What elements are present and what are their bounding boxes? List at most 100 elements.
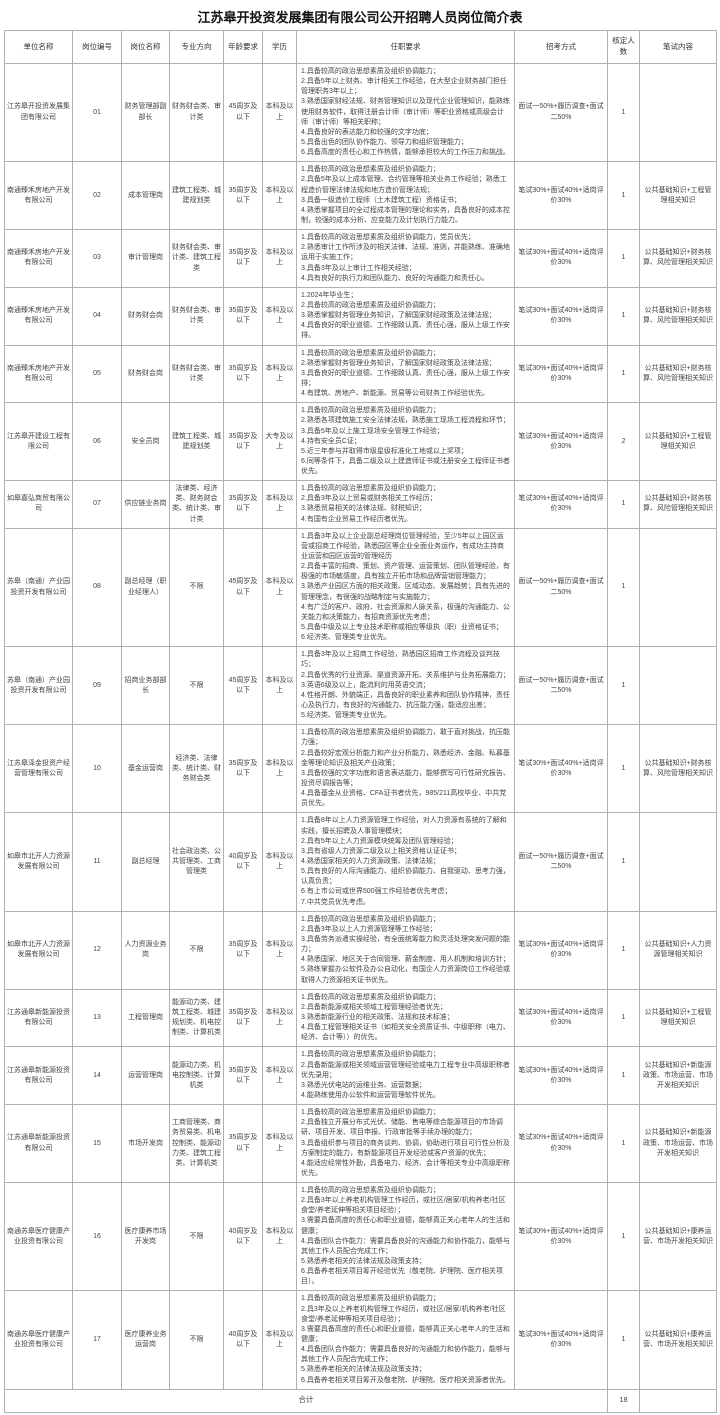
cell-major: 财务财会类、审计类 [169, 62, 224, 163]
cell-position: 工程管理岗 [121, 988, 170, 1048]
cell-requirements: 1.具备3年及以上招商工作经验，熟悉园区招商工作流程及谈判技巧； 2.具备优秀的… [296, 646, 515, 726]
cell-count: 1 [607, 812, 640, 912]
cell-major: 法律类、经济类、财务财会类、统计类、审计类 [169, 480, 224, 529]
cell-position: 审计管理岗 [121, 229, 170, 288]
cell-major: 财务财会类、审计类、建筑工程类 [169, 229, 224, 288]
cell-major: 不限 [169, 910, 224, 990]
cell-company: 苏皋（南通）产业园投资开发有限公司 [4, 527, 73, 648]
cell-age: 35周岁及以下 [223, 988, 263, 1048]
cell-code: 12 [72, 910, 122, 990]
table-row: 江苏皋开投资发展集团有限公司 01 财务管理部副部长 财务财会类、审计类 45周岁及以下… [4, 62, 717, 163]
cell-age: 35周岁及以下 [223, 480, 263, 529]
table-row: 南通臻禾房地产开发有限公司 05 财务财会岗 财务财会类、审计类 35周岁及以下 本科及以… [4, 344, 717, 404]
cell-requirements: 1.具备较高的政治思想素质及组织协调能力； 2.熟悉掌握财务管理业务知识，了解国… [296, 344, 515, 404]
cell-education: 本科及以上 [262, 344, 297, 404]
cell-position: 运营管理岗 [121, 1046, 170, 1106]
cell-method: 笔试30%+面试40%+适岗评价30% [514, 344, 608, 404]
cell-age: 35周岁及以下 [223, 286, 263, 346]
cell-code: 11 [72, 812, 122, 912]
cell-method: 面试一50%+履历调查+面试二50% [514, 812, 608, 912]
cell-count: 1 [607, 62, 640, 163]
cell-requirements: 1.2024年毕业生； 2.具备较高的政治思想素质及组织协调能力； 3.熟悉掌握… [296, 286, 515, 346]
cell-count: 1 [607, 229, 640, 288]
cell-major: 能源动力类、机电控制类、计算机类 [169, 1046, 224, 1106]
cell-position: 招商业务部部长 [121, 646, 170, 726]
cell-code: 16 [72, 1182, 122, 1292]
cell-age: 45周岁及以下 [223, 527, 263, 648]
cell-company: 江苏皋开建设工程有限公司 [4, 402, 73, 482]
cell-code: 13 [72, 988, 122, 1048]
cell-exam [639, 646, 717, 726]
cell-position: 供应链业务岗 [121, 480, 170, 529]
cell-count: 1 [607, 724, 640, 814]
col-exam: 笔试内容 [639, 30, 717, 64]
cell-exam [639, 527, 717, 648]
table-row: 江苏通皋新能源投资有限公司 13 工程管理岗 能源动力类、建筑工程类、城建规划类、机电… [4, 988, 717, 1048]
cell-age: 35周岁及以下 [223, 161, 263, 231]
cell-exam: 公共基础知识+新能源政策、市场运营、市场开发相关知识 [639, 1104, 717, 1184]
col-education: 学历 [262, 30, 297, 64]
cell-position: 基金运营岗 [121, 724, 170, 814]
cell-education: 本科及以上 [262, 988, 297, 1048]
cell-code: 10 [72, 724, 122, 814]
table-row: 江苏通皋新能源投资有限公司 15 市场开发岗 工商管理类、商务贸易类、机电控制类、能源… [4, 1104, 717, 1184]
total-count: 18 [607, 1388, 640, 1413]
cell-major: 不限 [169, 646, 224, 726]
cell-requirements: 1.具备8年以上人力资源管理工作经验，对人力资源有系统的了解和实践，擅长招聘及人… [296, 812, 515, 912]
cell-requirements: 1.具备较高的政治思想素质及组织协调能力； 2.具备3年及以上贸易或财务相关工作… [296, 480, 515, 529]
cell-requirements: 1.具备较高的政治思想素质及组织协调能力； 2.具备新能源或相关领域工程管理经验… [296, 988, 515, 1048]
cell-code: 01 [72, 62, 122, 163]
cell-education: 本科及以上 [262, 910, 297, 990]
cell-major: 工商管理类、商务贸易类、机电控制类、能源动力类、建筑工程类、计算机类 [169, 1104, 224, 1184]
header-row: 单位名称 岗位编号 岗位名称 专业方向 年龄要求 学历 任职要求 招考方式 核定… [4, 30, 717, 64]
cell-requirements: 1.具备较高的政治思想素质及组织协调能力，敢于直对挑战，抗压能力强； 2.具备较… [296, 724, 515, 814]
cell-method: 笔试30%+面试40%+适岗评价30% [514, 161, 608, 231]
cell-position: 医疗康养市场开发岗 [121, 1182, 170, 1292]
cell-company: 江苏皋开投资发展集团有限公司 [4, 62, 73, 163]
cell-education: 本科及以上 [262, 62, 297, 163]
cell-age: 40周岁及以下 [223, 812, 263, 912]
cell-age: 35周岁及以下 [223, 344, 263, 404]
table-footer: 合计 18 [4, 1388, 717, 1413]
table-row: 如皋嘉弘商贸有限公司 07 供应链业务岗 法律类、经济类、财务财会类、统计类、审计类 3… [4, 480, 717, 529]
cell-method: 笔试30%+面试40%+适岗评价30% [514, 1046, 608, 1106]
cell-exam: 公共基础知识+工程管理相关知识 [639, 161, 717, 231]
col-method: 招考方式 [514, 30, 608, 64]
cell-code: 02 [72, 161, 122, 231]
cell-method: 笔试30%+面试40%+适岗评价30% [514, 1290, 608, 1390]
col-requirements: 任职要求 [296, 30, 515, 64]
cell-code: 14 [72, 1046, 122, 1106]
cell-method: 笔试30%+面试40%+适岗评价30% [514, 229, 608, 288]
cell-position: 财务财会岗 [121, 286, 170, 346]
table-body: 江苏皋开投资发展集团有限公司 01 财务管理部副部长 财务财会类、审计类 45周岁及以下… [4, 62, 717, 1390]
table-row: 如皋市北开人力资源发展有限公司 11 副总经理 社会政治类、公共管理类、工商管理类 40… [4, 812, 717, 912]
cell-code: 15 [72, 1104, 122, 1184]
table-row: 南通苏皋医疗健康产业投资有限公司 16 医疗康养市场开发岗 不限 40周岁及以下 本科及以… [4, 1182, 717, 1292]
cell-education: 本科及以上 [262, 1290, 297, 1390]
cell-major: 建筑工程类、城建规划类 [169, 161, 224, 231]
cell-requirements: 1.具备较高的政治思想素质及组织协调能力； 2.具备5年及以上成本管理、合约管理… [296, 161, 515, 231]
cell-exam: 公共基础知识+财务核算、风险管理相关知识 [639, 344, 717, 404]
cell-age: 35周岁及以下 [223, 402, 263, 482]
cell-exam: 公共基础知识+工程管理相关知识 [639, 988, 717, 1048]
cell-code: 17 [72, 1290, 122, 1390]
cell-count: 1 [607, 988, 640, 1048]
cell-age: 35周岁及以下 [223, 1104, 263, 1184]
table-row: 南通臻禾房地产开发有限公司 02 成本管理岗 建筑工程类、城建规划类 35周岁及以下 本科… [4, 161, 717, 231]
cell-exam: 公共基础知识+工程管理相关知识 [639, 402, 717, 482]
col-company: 单位名称 [4, 30, 73, 64]
cell-education: 本科及以上 [262, 812, 297, 912]
cell-position: 医疗康养业务运营岗 [121, 1290, 170, 1390]
cell-position: 成本管理岗 [121, 161, 170, 231]
cell-company: 江苏通皋新能源投资有限公司 [4, 1046, 73, 1106]
cell-company: 南通臻禾房地产开发有限公司 [4, 344, 73, 404]
cell-major: 财务财会类、审计类 [169, 344, 224, 404]
cell-requirements: 1.具备较高的政治思想素质及组织协调能力； 2.具备5年以上财务、审计相关工作经… [296, 62, 515, 163]
cell-major: 能源动力类、建筑工程类、城建规划类、机电控制类、计算机类 [169, 988, 224, 1048]
cell-requirements: 1.具备较高的政治思想素质及组织协调能力； 2.具备3年以上养老机构管理工作经历… [296, 1182, 515, 1292]
cell-education: 本科及以上 [262, 161, 297, 231]
cell-position: 财务管理部副部长 [121, 62, 170, 163]
cell-position: 人力资源业务岗 [121, 910, 170, 990]
cell-education: 本科及以上 [262, 724, 297, 814]
cell-code: 08 [72, 527, 122, 648]
